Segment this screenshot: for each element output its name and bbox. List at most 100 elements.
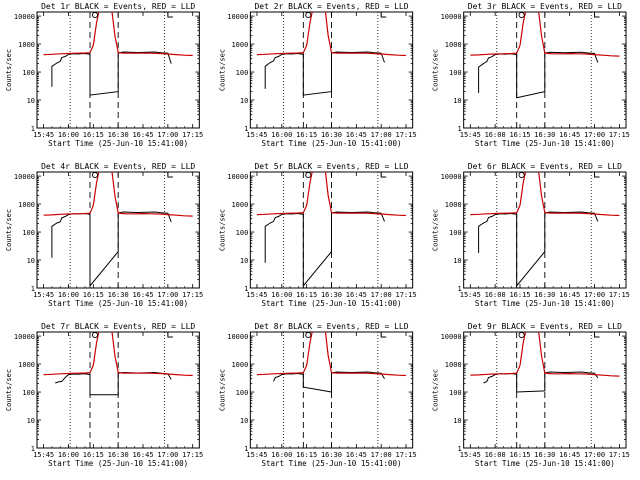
y-tick-label: 100 [22,69,35,77]
circle-marker [518,11,525,19]
y-tick-label: 10000 [14,13,35,21]
detector-panel: Det 3r BLACK = Events, RED = LLD 1 10 100 10… [432,2,630,148]
y-tick-label: 10 [240,97,248,105]
y-axis-label: Counts/sec [432,369,440,411]
x-tick-label: 17:00 [157,451,178,459]
x-tick-label: 17:00 [584,451,605,459]
x-tick-label: 15:45 [33,451,54,459]
y-tick-label: 10 [240,417,248,425]
lld-series-line [256,172,407,217]
y-tick-label: 1000 [445,41,462,49]
circle-marker [305,171,312,179]
events-series-line [483,371,599,393]
x-tick-label: 16:00 [485,291,506,299]
lld-series-line [470,332,620,377]
y-tick-label: 10000 [227,13,248,21]
detector-panel: Det 8r BLACK = Events, RED = LLD 1 10 100 10… [218,322,416,468]
y-tick-label: 10 [453,417,461,425]
panel-title: Det 4r BLACK = Events, RED = LLD [41,162,195,171]
panel-title: Det 1r BLACK = Events, RED = LLD [41,2,195,11]
y-tick-label: 1000 [231,201,248,209]
x-tick-label: 16:45 [132,291,153,299]
y-axis-label: Counts/sec [432,49,440,91]
events-series-line [55,371,172,396]
bracket-marker [594,172,600,178]
y-axis-label: Counts/sec [5,369,13,411]
x-tick-label: 16:30 [321,131,342,139]
lld-series-line [43,172,193,217]
y-tick-label: 1 [31,125,35,133]
x-tick-label: 16:30 [534,131,555,139]
y-tick-label: 100 [449,69,462,77]
y-tick-label: 1000 [18,201,35,209]
circle-marker [91,331,99,339]
x-tick-label: 16:15 [509,451,530,459]
bracket-marker [594,12,600,18]
lld-series-line [470,172,620,217]
detector-panel: Det 6r BLACK = Events, RED = LLD 1 10 100 10… [432,162,630,308]
y-tick-label: 100 [449,389,462,397]
bracket-marker [380,12,387,18]
x-tick-label: 15:45 [246,131,267,139]
bracket-marker [380,172,387,178]
x-tick-label: 16:45 [132,451,153,459]
x-tick-label: 16:00 [271,131,292,139]
detector-panel: Det 5r BLACK = Events, RED = LLD 1 10 100 10… [218,162,416,308]
x-tick-label: 16:30 [108,291,129,299]
events-series-line [51,211,172,288]
x-tick-label: 16:45 [559,451,580,459]
y-tick-label: 1000 [231,361,248,369]
y-tick-label: 10000 [227,173,248,181]
detector-panel: Det 4r BLACK = Events, RED = LLD 1 10 100 10… [5,162,203,308]
lld-series-line [43,332,193,377]
y-tick-label: 1 [457,285,461,293]
bracket-marker [380,332,387,338]
bracket-marker [167,332,173,338]
y-tick-label: 1 [244,285,248,293]
panel-title: Det 6r BLACK = Events, RED = LLD [468,162,622,171]
y-tick-label: 10000 [14,333,35,341]
x-axis-label: Start Time (25-Jun-10 15:41:00) [262,139,402,148]
events-series-line [273,371,385,393]
x-tick-label: 15:45 [460,131,481,139]
y-tick-label: 10 [27,257,35,265]
lld-series-line [43,12,193,57]
circle-marker [305,11,312,19]
x-tick-label: 16:15 [296,291,317,299]
events-series-line [264,211,385,288]
lld-series-line [256,332,407,377]
panel-title: Det 9r BLACK = Events, RED = LLD [468,322,622,331]
y-axis-label: Counts/sec [218,369,226,411]
x-tick-label: 16:30 [321,451,342,459]
detector-panel: Det 2r BLACK = Events, RED = LLD 1 10 100 10… [218,2,416,148]
y-tick-label: 1000 [231,41,248,49]
x-tick-label: 16:00 [485,451,506,459]
y-tick-label: 100 [22,389,35,397]
y-tick-label: 10 [27,417,35,425]
x-tick-label: 17:15 [609,131,630,139]
circle-marker [91,171,99,179]
x-axis-label: Start Time (25-Jun-10 15:41:00) [262,459,402,468]
y-tick-label: 10 [453,257,461,265]
detector-panel: Det 9r BLACK = Events, RED = LLD 1 10 100 10… [432,322,630,468]
x-tick-label: 17:15 [182,451,203,459]
y-tick-label: 10000 [441,333,462,341]
x-tick-label: 15:45 [246,451,267,459]
x-tick-label: 15:45 [33,131,54,139]
x-axis-label: Start Time (25-Jun-10 15:41:00) [262,299,402,308]
y-tick-label: 1 [244,125,248,133]
panel-title: Det 7r BLACK = Events, RED = LLD [41,322,195,331]
bracket-marker [594,332,600,338]
x-axis-label: Start Time (25-Jun-10 15:41:00) [48,299,188,308]
x-axis-label: Start Time (25-Jun-10 15:41:00) [48,139,188,148]
circle-marker [518,171,525,179]
x-tick-label: 16:15 [83,291,104,299]
events-series-line [478,51,599,99]
x-axis-label: Start Time (25-Jun-10 15:41:00) [475,459,615,468]
bracket-marker [167,172,173,178]
x-tick-label: 15:45 [246,291,267,299]
x-tick-label: 16:15 [83,131,104,139]
circle-marker [305,331,312,339]
y-axis-label: Counts/sec [218,209,226,251]
